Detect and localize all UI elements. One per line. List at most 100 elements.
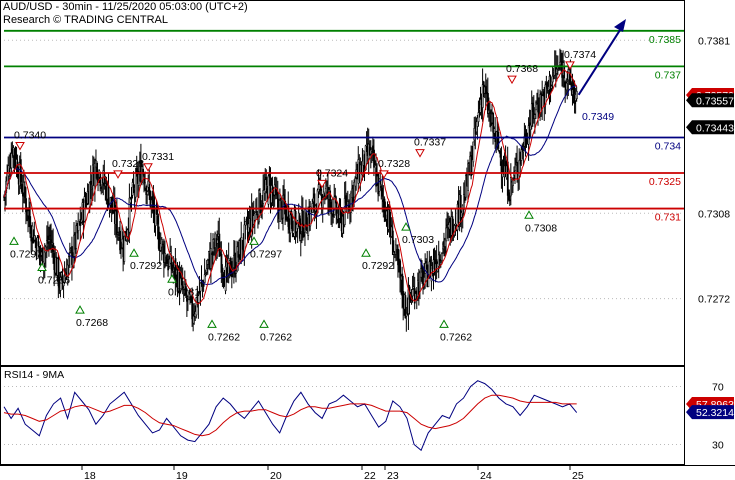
- candle-body: [204, 273, 207, 276]
- candle-body: [374, 164, 376, 167]
- swing-low-marker: [524, 210, 534, 219]
- rsi-panel-frame: [0, 366, 685, 465]
- ma-slow-label: 0.7349: [582, 111, 614, 123]
- candle-body: [156, 215, 159, 225]
- rsi-series-line: [3, 380, 578, 452]
- candle-body: [220, 253, 223, 273]
- candle-body: [344, 195, 347, 204]
- swing-low-label: 0.7262: [440, 331, 472, 343]
- candle-body: [492, 113, 495, 133]
- rsi-axis-tick-label: 70: [712, 382, 724, 394]
- candle-body: [165, 256, 167, 264]
- candle-body: [497, 132, 500, 149]
- candle-body: [129, 198, 132, 204]
- swing-low-marker: [259, 319, 269, 328]
- candle-body: [566, 81, 569, 84]
- candle-body: [383, 198, 386, 213]
- candle-body: [211, 252, 213, 256]
- candle-body: [162, 243, 164, 246]
- candle-body: [245, 218, 248, 221]
- candle-body: [116, 208, 118, 235]
- candle-body: [399, 260, 402, 279]
- candle-body: [551, 75, 554, 83]
- candle-body: [472, 141, 475, 163]
- swing-high-marker: [317, 179, 327, 189]
- candle-body: [192, 315, 195, 324]
- swing-low-label: 0.7262: [208, 331, 240, 343]
- candle-body: [199, 282, 202, 292]
- price-panel-frame: [0, 0, 685, 366]
- candle-body: [299, 233, 302, 241]
- candle-body: [575, 90, 578, 100]
- candle-body: [256, 210, 258, 216]
- candle-body: [510, 177, 512, 197]
- swing-low-marker: [37, 262, 47, 271]
- candle-body: [445, 227, 448, 242]
- candle-body: [210, 248, 212, 269]
- candle-body: [565, 82, 568, 91]
- candle-body: [477, 112, 480, 122]
- swing-low-marker: [207, 319, 217, 328]
- level-label-resistance: 0.7385: [649, 34, 681, 46]
- rsi-panel: RSI14 - 9MA: [0, 369, 684, 452]
- candle-body: [380, 186, 383, 188]
- swing-low-label: 0.7297: [250, 248, 282, 260]
- swing-low-label: 0.7281: [168, 286, 200, 298]
- candle-body: [527, 125, 530, 145]
- price-panel: 0.73850.7370.7340.73250.7310.73400.73280…: [0, 18, 684, 343]
- candle-body: [89, 180, 92, 185]
- candle-body: [117, 232, 119, 235]
- candle-body: [216, 239, 219, 244]
- candle-body: [244, 221, 247, 226]
- candle-body: [270, 185, 273, 204]
- candle-body: [130, 196, 133, 200]
- candle-body: [231, 273, 233, 278]
- candle-body: [391, 230, 394, 255]
- candle-body: [412, 286, 415, 289]
- candle-body: [119, 230, 121, 251]
- candle-body: [24, 186, 26, 198]
- current-price-badge: 0.73557: [696, 95, 734, 107]
- candle-body: [467, 163, 469, 191]
- candle-body: [268, 174, 271, 178]
- level-label-resistance: 0.737: [655, 69, 681, 81]
- candle-body: [128, 197, 131, 233]
- candle-body: [191, 296, 194, 320]
- swing-high-marker: [507, 75, 517, 85]
- moving-average-slow: [3, 84, 577, 286]
- candle-body: [508, 199, 511, 202]
- swing-low-label: 0.7262: [260, 331, 292, 343]
- candle-body: [303, 234, 305, 237]
- candle-body: [305, 212, 308, 231]
- candle-body: [302, 210, 304, 238]
- candle-body: [10, 153, 13, 169]
- candle-body: [388, 206, 391, 228]
- price-axis-tick-label: 0.7272: [698, 294, 730, 306]
- candle-body: [241, 239, 244, 250]
- swing-high-label: 0.7331: [142, 151, 174, 163]
- candle-body: [549, 76, 552, 93]
- ma-slow-value-badge: 0.73443: [696, 122, 734, 134]
- candle-body: [52, 242, 55, 253]
- level-label-support: 0.7325: [649, 176, 681, 188]
- candle-body: [62, 282, 65, 287]
- candle-body: [267, 175, 270, 205]
- rsi-label: RSI14 - 9MA: [4, 369, 64, 381]
- rsi-ma-series-line: [3, 394, 577, 437]
- candle-body: [61, 274, 64, 282]
- candle-body: [243, 224, 246, 252]
- candle-body: [291, 220, 294, 232]
- candle-body: [471, 159, 474, 175]
- time-axis-tick-label: 19: [176, 470, 188, 480]
- candle-body: [48, 239, 50, 242]
- swing-low-label: 0.7308: [525, 222, 557, 234]
- candle-body: [334, 195, 337, 198]
- swing-low-label: 0.7292: [130, 260, 162, 272]
- candle-body: [96, 162, 99, 181]
- candle-body: [59, 277, 62, 291]
- candle-body: [174, 258, 177, 280]
- candle-body: [29, 216, 32, 234]
- candle-body: [180, 277, 183, 280]
- swing-low-label: 0.7292: [362, 260, 394, 272]
- rsi-value-badge-bg: [686, 405, 734, 420]
